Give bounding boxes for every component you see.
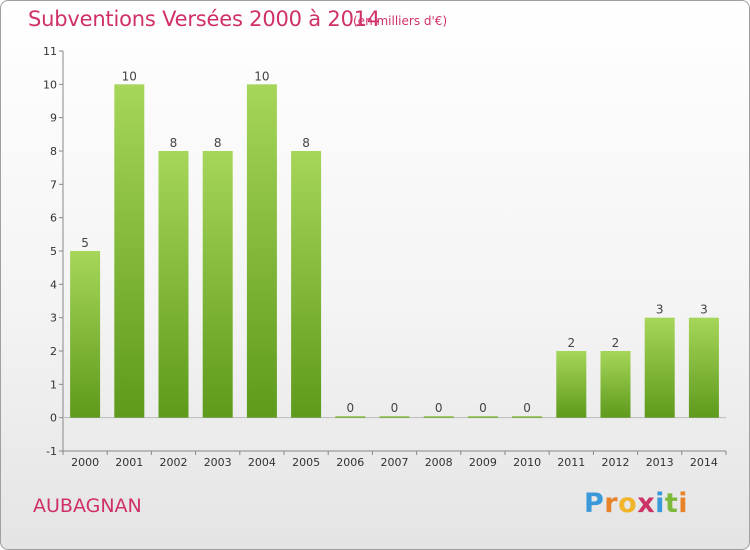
chart-subtitle: (en milliers d'€): [353, 14, 448, 28]
x-tick-label-2000: 2000: [71, 456, 99, 469]
value-label-2013: 3: [656, 303, 664, 317]
value-label-2002: 8: [170, 136, 178, 150]
value-label-2001: 10: [122, 69, 137, 83]
y-tick-label: 5: [50, 245, 57, 258]
value-label-2008: 0: [435, 401, 443, 415]
proxiti-logo: Proxiti: [584, 488, 688, 519]
value-label-2006: 0: [346, 401, 354, 415]
x-tick-label-2008: 2008: [425, 456, 453, 469]
x-tick-label-2012: 2012: [602, 456, 630, 469]
y-tick-label: 10: [43, 78, 57, 91]
x-tick-label-2007: 2007: [381, 456, 409, 469]
y-tick-label: 11: [43, 45, 57, 58]
x-tick-label-2014: 2014: [690, 456, 718, 469]
y-tick-label: 2: [50, 345, 57, 358]
logo-letter: t: [664, 488, 679, 519]
y-tick-label: 4: [50, 278, 57, 291]
y-tick-label: 7: [50, 178, 57, 191]
bar-2014: [688, 317, 719, 418]
y-tick-label: -1: [46, 445, 57, 458]
y-tick-label: 1: [50, 378, 57, 391]
value-label-2010: 0: [523, 401, 531, 415]
x-tick-label-2002: 2002: [160, 456, 188, 469]
bar-2011: [556, 351, 587, 418]
x-tick-label-2005: 2005: [292, 456, 320, 469]
bar-2000: [70, 251, 101, 418]
value-label-2011: 2: [567, 336, 575, 350]
value-label-2012: 2: [612, 336, 620, 350]
chart-title: Subventions Versées 2000 à 2014: [28, 7, 381, 31]
value-label-2000: 5: [81, 236, 89, 250]
y-tick-label: 0: [50, 412, 57, 425]
bar-2003: [202, 151, 233, 418]
value-label-2004: 10: [254, 69, 269, 83]
x-tick-label-2013: 2013: [646, 456, 674, 469]
x-tick-label-2011: 2011: [557, 456, 585, 469]
x-tick-label-2006: 2006: [336, 456, 364, 469]
y-tick-label: 8: [50, 145, 57, 158]
bar-2006: [335, 416, 366, 418]
bar-2004: [246, 84, 277, 418]
x-tick-label-2004: 2004: [248, 456, 276, 469]
bar-2013: [644, 317, 675, 418]
bar-2002: [158, 151, 189, 418]
value-label-2009: 0: [479, 401, 487, 415]
value-label-2003: 8: [214, 136, 222, 150]
x-tick-label-2003: 2003: [204, 456, 232, 469]
y-tick-label: 3: [50, 312, 57, 325]
bar-2008: [423, 416, 454, 418]
bar-2010: [512, 416, 543, 418]
bar-2012: [600, 351, 631, 418]
logo-letter: x: [637, 488, 656, 519]
logo-letter: r: [604, 488, 619, 519]
bar-2009: [467, 416, 498, 418]
value-label-2005: 8: [302, 136, 310, 150]
logo-letter: i: [655, 488, 665, 519]
bar-2007: [379, 416, 410, 418]
logo-letter: i: [678, 488, 689, 519]
bar-2005: [291, 151, 322, 418]
commune-name: AUBAGNAN: [33, 495, 142, 517]
bar-2001: [114, 84, 145, 418]
y-tick-label: 9: [50, 112, 57, 125]
y-tick-label: 6: [50, 212, 57, 225]
logo-letter: o: [618, 488, 638, 519]
value-label-2007: 0: [391, 401, 399, 415]
logo-letter: P: [584, 488, 605, 519]
x-tick-label-2009: 2009: [469, 456, 497, 469]
x-tick-label-2010: 2010: [513, 456, 541, 469]
value-label-2014: 3: [700, 303, 708, 317]
x-tick-label-2001: 2001: [115, 456, 143, 469]
